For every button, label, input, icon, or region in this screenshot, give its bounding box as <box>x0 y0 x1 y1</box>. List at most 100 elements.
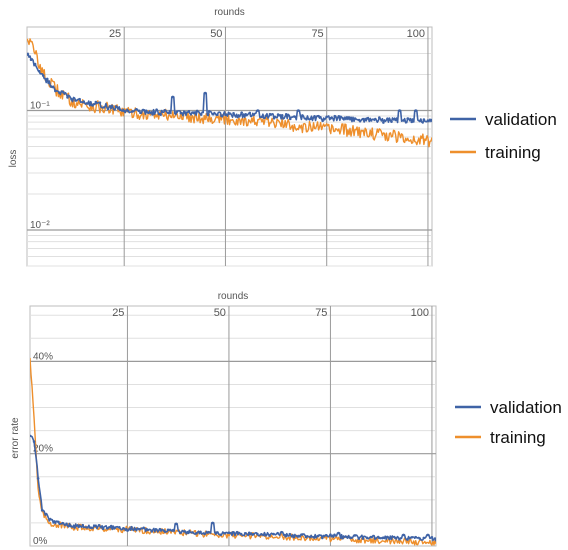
data-point <box>27 53 29 56</box>
data-point <box>65 522 68 526</box>
x-tick-label: 100 <box>407 28 425 40</box>
data-point <box>130 525 133 529</box>
data-point <box>32 440 36 443</box>
data-point <box>390 537 393 540</box>
data-point <box>62 91 65 94</box>
data-point <box>109 524 113 528</box>
data-point <box>325 115 329 119</box>
chart-1: 25 50 75 100 10⁻¹ 10⁻² rounds loss validation tra… <box>8 7 557 267</box>
y-tick-label: 20% <box>33 444 53 455</box>
data-point <box>150 530 154 533</box>
data-point <box>61 521 64 525</box>
data-point <box>260 532 263 536</box>
data-point <box>329 533 332 536</box>
y-tick-label: 0% <box>33 536 48 547</box>
data-point <box>106 107 110 111</box>
data-point <box>81 523 85 527</box>
data-point <box>268 112 272 116</box>
data-point <box>292 535 296 539</box>
data-point <box>256 109 260 112</box>
data-point <box>146 528 150 532</box>
data-point <box>345 116 349 119</box>
y-tick-label: 40% <box>33 351 53 362</box>
data-point <box>231 531 235 534</box>
series-points-validation <box>27 53 432 124</box>
data-point <box>113 526 117 529</box>
data-point <box>268 534 271 537</box>
data-point <box>272 532 275 536</box>
data-point <box>134 527 137 531</box>
data-point <box>44 512 48 516</box>
data-point <box>276 531 279 535</box>
legend-label-validation: validation <box>490 398 562 417</box>
data-point <box>248 111 252 115</box>
data-point <box>280 530 284 534</box>
data-point <box>57 520 60 524</box>
data-point <box>341 117 345 120</box>
data-point <box>422 118 426 121</box>
data-point <box>357 537 361 540</box>
data-point <box>191 531 194 534</box>
data-point <box>321 119 324 123</box>
legend-label-training: training <box>485 143 541 162</box>
data-point <box>430 118 432 122</box>
data-point <box>337 115 341 118</box>
data-point <box>398 109 401 112</box>
data-point <box>118 526 121 529</box>
data-point <box>394 118 397 122</box>
plot-area <box>29 305 437 547</box>
data-point <box>252 113 256 117</box>
data-point <box>36 477 40 480</box>
data-point <box>89 526 93 529</box>
data-point <box>296 535 300 538</box>
data-point <box>301 114 304 117</box>
data-point <box>410 536 413 539</box>
data-point <box>434 538 436 542</box>
data-point <box>166 528 170 532</box>
data-point <box>74 99 77 102</box>
data-point <box>131 110 134 113</box>
y-tick-label: 10⁻¹ <box>30 101 50 112</box>
data-point <box>122 109 126 113</box>
data-point <box>110 104 114 108</box>
data-point <box>394 536 397 540</box>
data-point <box>430 536 434 539</box>
data-point <box>304 535 308 539</box>
data-point <box>414 535 418 539</box>
data-point <box>73 526 76 529</box>
data-point <box>212 112 215 116</box>
data-point <box>114 105 118 108</box>
data-point <box>211 521 214 525</box>
data-point <box>349 116 353 120</box>
data-point <box>239 532 243 536</box>
data-point <box>341 536 344 540</box>
x-tick-label: 75 <box>315 307 327 319</box>
data-point <box>398 538 401 541</box>
data-point <box>203 532 206 536</box>
data-point <box>183 111 187 114</box>
y-axis-title: error rate <box>10 417 21 459</box>
data-point <box>317 114 320 118</box>
data-point <box>143 109 146 112</box>
data-point <box>353 117 357 120</box>
data-point <box>280 113 284 117</box>
data-point <box>228 112 231 115</box>
data-point <box>101 527 105 531</box>
data-point <box>247 531 251 535</box>
x-tick-label: 50 <box>214 307 226 319</box>
data-point <box>337 531 340 535</box>
data-point <box>402 119 405 122</box>
data-point <box>321 536 324 540</box>
data-point <box>361 537 365 540</box>
data-point <box>236 115 239 119</box>
data-point <box>260 115 264 119</box>
data-point <box>313 114 316 118</box>
data-point <box>406 538 409 541</box>
data-point <box>151 113 154 116</box>
data-point <box>135 108 138 111</box>
data-point <box>381 536 385 539</box>
data-point <box>41 74 45 77</box>
data-point <box>142 526 145 530</box>
data-point <box>139 111 142 115</box>
data-point <box>252 532 255 536</box>
